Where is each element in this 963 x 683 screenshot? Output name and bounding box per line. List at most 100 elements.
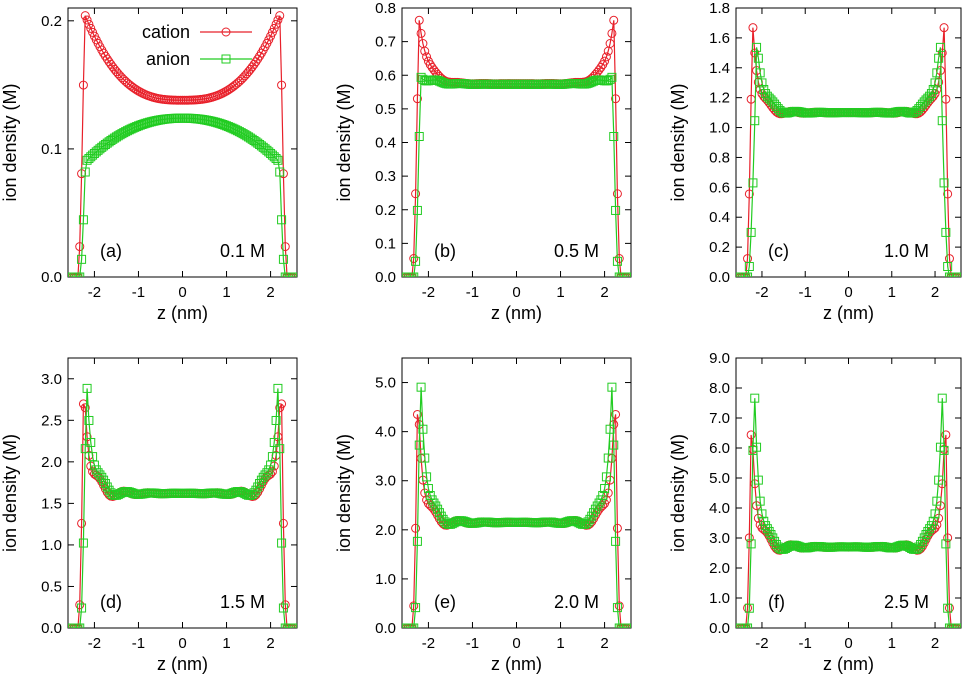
data-point — [937, 393, 947, 403]
data-point — [750, 116, 760, 126]
plot-frame — [735, 357, 962, 629]
series-anion — [402, 382, 631, 628]
panel-c: -2 -1 0 1 2 0.0 0.2 0.4 0.6 0.8 1.0 1.2 1.4 1.6 1.8 z (… — [668, 0, 962, 323]
data-point — [78, 538, 88, 548]
data-point — [275, 444, 285, 454]
y-tick-label: 1.5 — [41, 495, 62, 512]
x-tick-label: 0 — [178, 284, 186, 301]
data-point — [934, 475, 944, 485]
y-tick-label: 7.0 — [709, 410, 730, 427]
concentration-label: 2.0 M — [554, 592, 599, 612]
legend-label-anion: anion — [146, 49, 190, 69]
y-tick-label: 4.0 — [709, 500, 730, 517]
y-tick-label: 8.0 — [709, 380, 730, 397]
x-axis-label: z (nm) — [157, 303, 208, 323]
x-tick-label: -1 — [132, 284, 145, 301]
x-tick-label: -2 — [755, 284, 768, 301]
data-point — [743, 272, 753, 277]
x-tick-label: 1 — [556, 635, 564, 652]
data-point — [928, 516, 938, 526]
data-point — [748, 178, 758, 188]
data-point — [750, 393, 760, 403]
data-point — [612, 523, 622, 533]
data-point — [414, 131, 424, 141]
data-point — [75, 623, 85, 628]
y-tick-label: 0.1 — [375, 235, 396, 252]
series-anion — [68, 383, 297, 628]
panel-label: (c) — [768, 241, 789, 261]
data-point — [77, 518, 87, 528]
data-point — [273, 155, 283, 165]
data-point — [416, 28, 426, 38]
y-tick-label: 0.6 — [709, 179, 730, 196]
data-point — [611, 409, 621, 419]
data-point — [744, 533, 754, 543]
panel-label: (d) — [100, 592, 122, 612]
data-point — [943, 262, 953, 272]
data-point — [744, 189, 754, 199]
x-tick-label: 1 — [222, 635, 230, 652]
x-axis-label: z (nm) — [491, 654, 542, 674]
concentration-label: 0.1 M — [220, 241, 265, 261]
data-point — [939, 178, 949, 188]
y-tick-label: 3.0 — [709, 530, 730, 547]
y-tick-label: 2.5 — [41, 412, 62, 429]
panel-label: (e) — [434, 592, 456, 612]
x-tick-label: 2 — [931, 635, 939, 652]
data-point — [411, 523, 421, 533]
x-tick-label: -2 — [422, 635, 435, 652]
y-tick-label: 1.0 — [375, 571, 396, 588]
data-point — [752, 442, 762, 452]
data-point — [607, 28, 617, 38]
data-point — [611, 536, 621, 546]
data-point — [420, 453, 430, 463]
data-point — [267, 27, 277, 37]
y-tick-label: 0.2 — [709, 239, 730, 256]
data-point — [930, 509, 940, 519]
data-point — [614, 601, 624, 611]
y-tick-label: 1.0 — [41, 537, 62, 554]
data-point — [86, 23, 96, 33]
data-point — [943, 533, 953, 543]
data-point — [80, 167, 90, 177]
data-point — [609, 15, 619, 25]
data-point — [75, 242, 85, 252]
panel-label: (a) — [100, 241, 122, 261]
y-tick-label: 1.0 — [709, 120, 730, 137]
y-tick-label: 9.0 — [709, 350, 730, 367]
data-point — [600, 56, 610, 66]
data-point — [605, 424, 615, 434]
data-point — [757, 509, 767, 519]
y-tick-label: 0.5 — [41, 578, 62, 595]
data-point — [743, 623, 753, 628]
data-point — [277, 538, 287, 548]
x-axis-label: z (nm) — [823, 303, 874, 323]
y-tick-label: 1.0 — [709, 590, 730, 607]
data-point — [82, 15, 92, 25]
x-tick-label: 2 — [600, 635, 608, 652]
data-point — [86, 437, 96, 447]
data-point — [939, 23, 949, 33]
data-point — [605, 74, 615, 84]
data-point — [278, 518, 288, 528]
data-point — [280, 600, 290, 610]
y-tick-label: 3.0 — [375, 473, 396, 490]
data-point — [288, 272, 297, 277]
x-tick-label: 0 — [512, 635, 520, 652]
data-point — [611, 94, 621, 104]
x-tick-label: -2 — [88, 284, 101, 301]
x-tick-label: 1 — [888, 635, 896, 652]
y-tick-label: 5.0 — [375, 375, 396, 392]
y-axis-label: ion density (M) — [668, 83, 688, 201]
data-point — [280, 242, 290, 252]
data-point — [278, 603, 288, 613]
y-tick-label: 1.4 — [709, 60, 730, 77]
data-point — [941, 539, 951, 549]
y-tick-label: 2.0 — [709, 560, 730, 577]
x-tick-label: -2 — [88, 635, 101, 652]
legend: cation anion — [142, 22, 252, 69]
data-point — [598, 491, 608, 501]
y-tick-label: 0.3 — [375, 168, 396, 185]
concentration-label: 1.5 M — [220, 592, 265, 612]
